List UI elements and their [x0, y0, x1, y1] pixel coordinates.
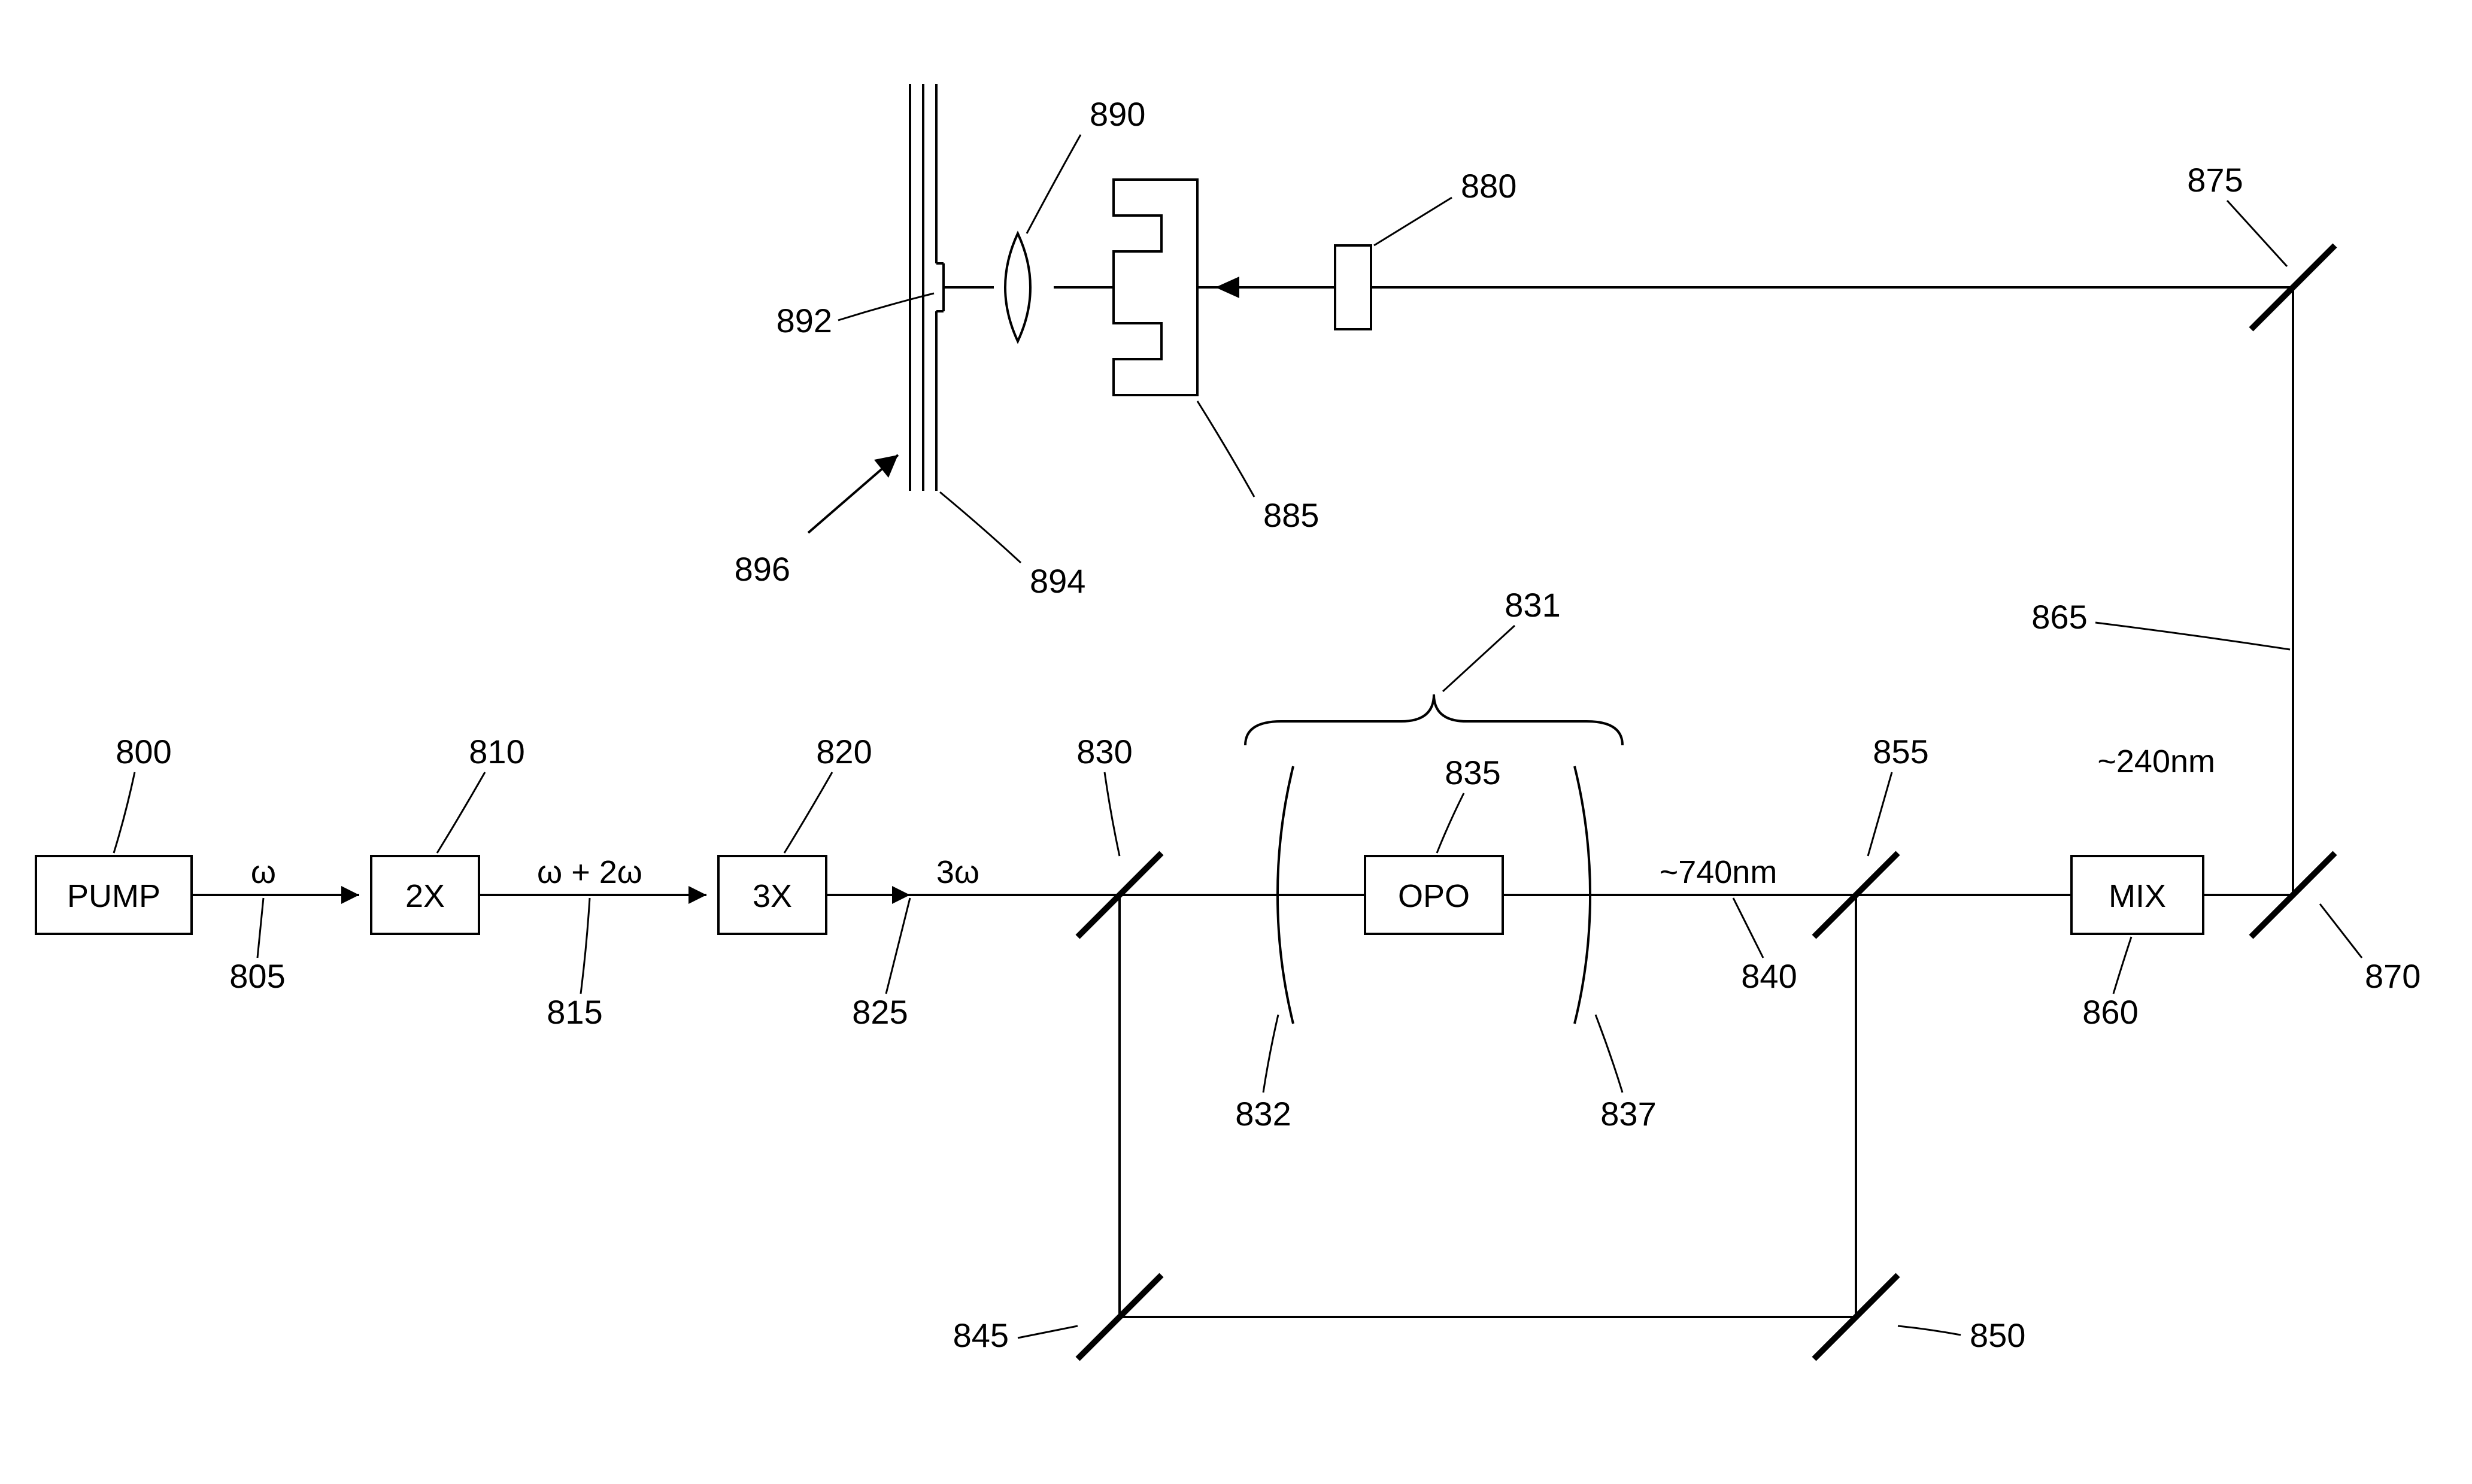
optical-diagram: PUMP ω 2X ω + 2ω 3X 3ω OPO ~740nm MIX ~2…: [0, 0, 2472, 1484]
ref-896: 896: [735, 550, 790, 588]
ref-831: 831: [1505, 586, 1560, 624]
ref-800: 800: [116, 733, 171, 770]
brace-831: [1245, 694, 1622, 745]
ref-815: 815: [547, 993, 602, 1031]
lead-835: [1437, 793, 1464, 853]
lead-845: [1018, 1326, 1078, 1338]
lead-855: [1868, 772, 1892, 856]
x3-label: 3X: [753, 878, 792, 914]
lead-885: [1197, 401, 1254, 497]
ref-894: 894: [1030, 562, 1085, 600]
ref-865: 865: [2031, 598, 2087, 636]
ref-810: 810: [469, 733, 524, 770]
lead-870: [2320, 904, 2362, 958]
beam-label-805: ω: [251, 854, 276, 890]
ref-880: 880: [1461, 167, 1516, 205]
ref-820: 820: [816, 733, 872, 770]
lead-837: [1596, 1015, 1622, 1092]
ref-837: 837: [1600, 1095, 1656, 1133]
pump-label: PUMP: [67, 878, 160, 914]
x2-label: 2X: [405, 878, 445, 914]
element-880: [1335, 245, 1371, 329]
beam-label-840: ~740nm: [1660, 854, 1778, 890]
ref-850: 850: [1970, 1316, 2025, 1354]
ref-832: 832: [1235, 1095, 1291, 1133]
lead-890: [1027, 135, 1081, 233]
lead-830: [1105, 772, 1120, 856]
lead-894: [940, 492, 1021, 563]
mix-label: MIX: [2109, 878, 2166, 914]
lead-800: [114, 772, 135, 853]
lead-850: [1898, 1326, 1961, 1335]
ref-870: 870: [2365, 957, 2421, 995]
arrow-icon: [1215, 277, 1239, 298]
lead-840: [1733, 898, 1763, 958]
arrow-icon: [341, 886, 359, 904]
lead-820: [784, 772, 832, 853]
lead-831: [1443, 626, 1515, 691]
ref-805: 805: [229, 957, 285, 995]
lens-890: [1005, 233, 1030, 341]
ref-890: 890: [1090, 95, 1145, 133]
aperture-885: [1114, 180, 1197, 395]
beam-label-815: ω + 2ω: [537, 854, 642, 890]
lead-860: [2113, 937, 2131, 994]
arrow-icon: [874, 455, 898, 478]
arrow-icon: [892, 886, 910, 904]
beam-label-825: 3ω: [936, 854, 979, 890]
ref-875: 875: [2187, 161, 2243, 199]
ref-892: 892: [777, 302, 832, 339]
ref-855: 855: [1873, 733, 1928, 770]
lead-892: [838, 293, 934, 320]
ref-835: 835: [1445, 754, 1500, 791]
beam-label-865: ~240nm: [2097, 743, 2215, 779]
opo-label: OPO: [1398, 878, 1470, 914]
lead-865: [2095, 623, 2290, 650]
ref-840: 840: [1741, 957, 1797, 995]
lead-815: [581, 898, 590, 994]
lead-832: [1263, 1015, 1278, 1092]
ref-885: 885: [1263, 496, 1319, 534]
lead-805: [257, 898, 263, 958]
lead-875: [2227, 201, 2287, 266]
ref-860: 860: [2082, 993, 2138, 1031]
ref-845: 845: [953, 1316, 1009, 1354]
ref-830: 830: [1076, 733, 1132, 770]
ref-825: 825: [852, 993, 908, 1031]
lead-880: [1374, 198, 1452, 245]
lead-825: [886, 898, 910, 994]
arrow-icon: [688, 886, 706, 904]
lead-810: [437, 772, 485, 853]
